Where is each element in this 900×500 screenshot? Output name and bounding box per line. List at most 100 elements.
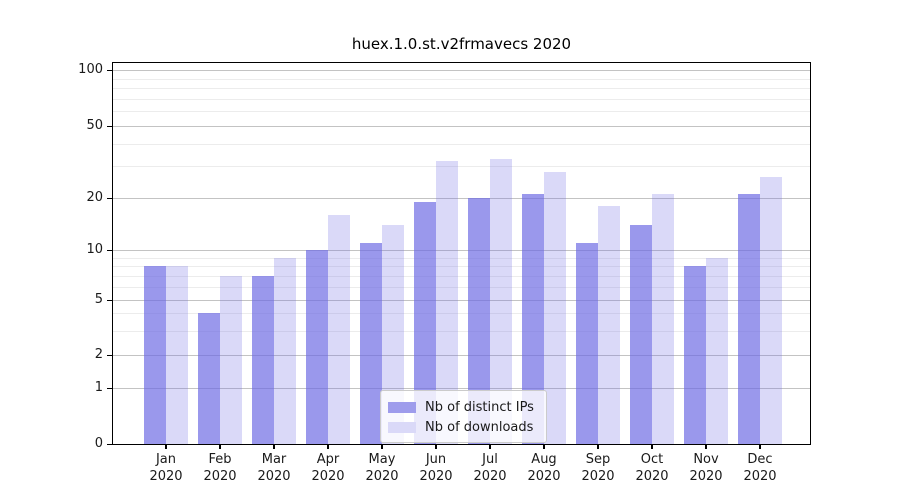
x-tick-year: 2020: [311, 468, 345, 484]
x-tick-Nov: [705, 444, 707, 449]
bar-distinct-ips-May: [360, 242, 382, 444]
x-tick-year: 2020: [473, 468, 507, 484]
x-tick-year: 2020: [635, 468, 669, 484]
bar-downloads-Feb: [220, 275, 242, 444]
gridline-y-minor-8: [113, 266, 810, 268]
x-tick-year: 2020: [365, 468, 399, 484]
bar-downloads-Sep: [598, 205, 620, 444]
gridline-y-minor-90: [113, 78, 810, 80]
x-tick-Aug: [543, 444, 545, 449]
gridline-y-minor-40: [113, 143, 810, 145]
x-tick-month: Apr: [316, 452, 340, 467]
x-tick-Jul: [489, 444, 491, 449]
x-tick-month: Jan: [155, 452, 177, 467]
x-tick-May: [381, 444, 383, 449]
x-tick-month: Feb: [208, 452, 232, 467]
x-tick-label-Nov: Nov 2020: [670, 452, 742, 485]
x-tick-label-Jan: Jan 2020: [130, 452, 202, 485]
bar-distinct-ips-Jul: [468, 198, 490, 444]
x-tick-Apr: [327, 444, 329, 449]
y-tick-100: [107, 69, 112, 71]
gridline-y-20: [113, 198, 810, 199]
bar-distinct-ips-Nov: [684, 266, 706, 444]
y-tick-label-5: 5: [94, 292, 103, 307]
y-tick-0: [107, 443, 112, 445]
bar-downloads-Mar: [274, 257, 296, 444]
gridline-y-minor-3: [113, 330, 810, 332]
bar-distinct-ips-Feb: [198, 313, 220, 444]
legend-swatch-distinct-ips: [388, 401, 416, 413]
bar-downloads-May: [382, 224, 404, 444]
x-tick-Jan: [165, 444, 167, 449]
y-tick-5: [107, 299, 112, 301]
bar-downloads-Nov: [706, 257, 728, 444]
x-tick-Dec: [759, 444, 761, 449]
x-tick-month: Nov: [693, 452, 719, 467]
x-tick-year: 2020: [149, 468, 183, 484]
legend-label-downloads: Nb of downloads: [425, 419, 534, 435]
y-tick-20: [107, 197, 112, 199]
bar-downloads-Dec: [760, 177, 782, 444]
x-tick-month: Dec: [747, 452, 773, 467]
plot-area: [112, 62, 811, 445]
gridline-y-1: [113, 388, 810, 389]
bar-distinct-ips-Dec: [738, 194, 760, 444]
x-tick-label-Aug: Aug 2020: [508, 452, 580, 485]
gridline-y-minor-6: [113, 286, 810, 288]
bar-downloads-Aug: [544, 171, 566, 444]
chart-title: huex.1.0.st.v2frmavecs 2020: [351, 35, 572, 53]
y-tick-label-20: 20: [86, 190, 103, 205]
x-tick-label-Dec: Dec 2020: [724, 452, 796, 485]
y-tick-label-2: 2: [94, 347, 103, 362]
y-tick-1: [107, 387, 112, 389]
bar-distinct-ips-Oct: [630, 224, 652, 444]
x-tick-year: 2020: [581, 468, 615, 484]
x-tick-label-May: May 2020: [346, 452, 418, 485]
y-tick-label-100: 100: [78, 62, 103, 77]
x-tick-month: Mar: [261, 452, 287, 467]
x-tick-Sep: [597, 444, 599, 449]
x-tick-month: Sep: [585, 452, 611, 467]
x-tick-month: Jul: [482, 452, 498, 467]
x-tick-year: 2020: [689, 468, 723, 484]
gridline-y-minor-4: [113, 313, 810, 315]
legend: Nb of distinct IPs Nb of downloads: [380, 390, 547, 443]
bar-downloads-Oct: [652, 194, 674, 444]
y-tick-2: [107, 354, 112, 356]
x-tick-year: 2020: [419, 468, 453, 484]
x-tick-year: 2020: [527, 468, 561, 484]
gridline-y-100: [113, 70, 810, 71]
y-tick-10: [107, 249, 112, 251]
bar-distinct-ips-Jun: [414, 201, 436, 444]
gridline-y-minor-9: [113, 257, 810, 259]
bar-distinct-ips-Apr: [306, 250, 328, 444]
bar-downloads-Jun: [436, 161, 458, 444]
bar-downloads-Jul: [490, 158, 512, 444]
bar-distinct-ips-Aug: [522, 194, 544, 444]
x-tick-Feb: [219, 444, 221, 449]
x-tick-label-Feb: Feb 2020: [184, 452, 256, 485]
x-tick-label-Mar: Mar 2020: [238, 452, 310, 485]
x-tick-month: Oct: [640, 452, 664, 467]
y-tick-label-0: 0: [94, 436, 103, 451]
x-tick-label-Sep: Sep 2020: [562, 452, 634, 485]
bar-distinct-ips-Mar: [252, 275, 274, 444]
x-tick-year: 2020: [203, 468, 237, 484]
legend-item-downloads: Nb of downloads: [388, 417, 542, 437]
bar-distinct-ips-Jan: [144, 266, 166, 444]
x-tick-label-Apr: Apr 2020: [292, 452, 364, 485]
gridline-y-minor-80: [113, 88, 810, 90]
x-tick-label-Jun: Jun 2020: [400, 452, 472, 485]
x-tick-label-Oct: Oct 2020: [616, 452, 688, 485]
bar-downloads-Jan: [166, 266, 188, 444]
gridline-y-minor-7: [113, 275, 810, 277]
bar-distinct-ips-Sep: [576, 242, 598, 444]
gridline-y-2: [113, 355, 810, 356]
bar-downloads-Apr: [328, 214, 350, 444]
x-tick-Jun: [435, 444, 437, 449]
x-tick-year: 2020: [257, 468, 291, 484]
x-tick-month: May: [368, 452, 396, 467]
gridline-y-minor-30: [113, 166, 810, 168]
legend-swatch-downloads: [388, 421, 416, 433]
